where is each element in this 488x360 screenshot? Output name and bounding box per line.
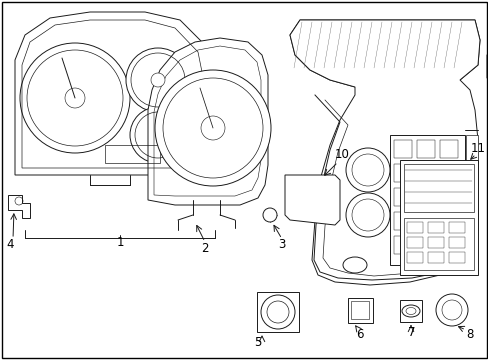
Bar bbox=[416, 236, 434, 254]
Text: 5: 5 bbox=[254, 336, 261, 348]
Bar bbox=[399, 300, 421, 322]
Text: 3: 3 bbox=[278, 238, 285, 252]
Circle shape bbox=[263, 208, 276, 222]
Bar bbox=[406, 252, 422, 263]
Circle shape bbox=[261, 295, 294, 329]
Text: 9: 9 bbox=[487, 22, 488, 35]
Circle shape bbox=[151, 73, 164, 87]
Bar bbox=[439, 212, 457, 230]
Bar bbox=[427, 222, 443, 233]
Polygon shape bbox=[148, 38, 267, 205]
Circle shape bbox=[346, 148, 389, 192]
Bar bbox=[439, 140, 457, 158]
Bar bbox=[105, 145, 160, 163]
Text: 8: 8 bbox=[466, 328, 473, 342]
Polygon shape bbox=[285, 175, 339, 225]
Bar bbox=[439, 236, 457, 254]
Bar bbox=[416, 164, 434, 182]
Circle shape bbox=[65, 88, 85, 108]
Bar bbox=[393, 140, 411, 158]
Bar bbox=[448, 222, 464, 233]
Circle shape bbox=[346, 193, 389, 237]
Bar bbox=[403, 218, 473, 270]
Circle shape bbox=[130, 107, 185, 163]
Text: 6: 6 bbox=[356, 328, 363, 341]
Circle shape bbox=[155, 70, 270, 186]
Ellipse shape bbox=[342, 257, 366, 273]
Bar bbox=[350, 301, 368, 319]
Bar bbox=[399, 160, 477, 275]
Polygon shape bbox=[289, 20, 479, 90]
Bar bbox=[393, 212, 411, 230]
Bar bbox=[427, 237, 443, 248]
Circle shape bbox=[435, 294, 467, 326]
Bar bbox=[465, 135, 477, 230]
Bar bbox=[406, 222, 422, 233]
Ellipse shape bbox=[405, 307, 415, 315]
Bar bbox=[416, 140, 434, 158]
Bar bbox=[393, 236, 411, 254]
Text: 1: 1 bbox=[116, 235, 123, 248]
Polygon shape bbox=[289, 20, 479, 285]
Text: 2: 2 bbox=[201, 242, 208, 255]
Text: 11: 11 bbox=[469, 141, 485, 154]
Ellipse shape bbox=[401, 305, 419, 317]
Bar bbox=[416, 212, 434, 230]
Bar bbox=[439, 164, 457, 182]
Bar bbox=[406, 237, 422, 248]
Bar bbox=[347, 298, 372, 323]
Circle shape bbox=[126, 48, 190, 112]
Circle shape bbox=[20, 43, 130, 153]
Bar bbox=[448, 252, 464, 263]
Text: 4: 4 bbox=[6, 238, 14, 252]
Text: 10: 10 bbox=[334, 148, 349, 162]
Bar bbox=[439, 188, 457, 206]
Bar bbox=[257, 292, 298, 332]
Circle shape bbox=[201, 116, 224, 140]
Bar bbox=[393, 164, 411, 182]
Polygon shape bbox=[15, 12, 209, 175]
Bar bbox=[393, 188, 411, 206]
Bar bbox=[403, 164, 473, 212]
Bar bbox=[427, 252, 443, 263]
Bar bbox=[416, 188, 434, 206]
Bar bbox=[448, 237, 464, 248]
Polygon shape bbox=[486, 50, 488, 82]
Text: 7: 7 bbox=[407, 325, 415, 338]
Polygon shape bbox=[8, 195, 30, 218]
Bar bbox=[389, 135, 464, 265]
